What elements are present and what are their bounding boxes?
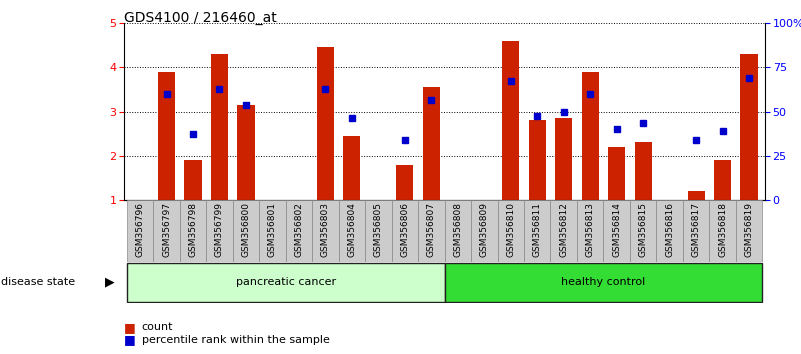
Bar bbox=[714, 160, 731, 200]
Bar bbox=[687, 191, 705, 200]
Text: healthy control: healthy control bbox=[562, 277, 646, 287]
Text: GSM356814: GSM356814 bbox=[612, 202, 621, 257]
Bar bbox=[365, 200, 392, 262]
Bar bbox=[736, 200, 763, 262]
Text: GSM356806: GSM356806 bbox=[400, 202, 409, 257]
Text: GSM356816: GSM356816 bbox=[665, 202, 674, 257]
Bar bbox=[312, 200, 339, 262]
Text: GSM356811: GSM356811 bbox=[533, 202, 541, 257]
Bar bbox=[608, 147, 626, 200]
Bar bbox=[471, 200, 497, 262]
Bar bbox=[603, 200, 630, 262]
Bar bbox=[127, 200, 153, 262]
Bar bbox=[316, 47, 334, 200]
Bar bbox=[710, 200, 736, 262]
Text: disease state: disease state bbox=[1, 277, 75, 287]
Text: GSM356804: GSM356804 bbox=[348, 202, 356, 257]
Bar bbox=[740, 54, 758, 200]
Bar bbox=[656, 200, 683, 262]
Text: GSM356800: GSM356800 bbox=[241, 202, 251, 257]
Bar bbox=[344, 136, 360, 200]
Bar bbox=[153, 200, 179, 262]
Text: count: count bbox=[142, 322, 173, 332]
Text: GSM356813: GSM356813 bbox=[586, 202, 594, 257]
Bar bbox=[577, 200, 603, 262]
Text: GSM356810: GSM356810 bbox=[506, 202, 515, 257]
Bar bbox=[260, 200, 286, 262]
Text: GSM356817: GSM356817 bbox=[691, 202, 701, 257]
Bar bbox=[634, 143, 652, 200]
Text: pancreatic cancer: pancreatic cancer bbox=[235, 277, 336, 287]
Text: GSM356807: GSM356807 bbox=[427, 202, 436, 257]
Bar bbox=[237, 105, 255, 200]
Bar bbox=[550, 200, 577, 262]
Bar bbox=[529, 120, 545, 200]
Bar bbox=[184, 160, 202, 200]
Bar bbox=[179, 200, 206, 262]
Text: percentile rank within the sample: percentile rank within the sample bbox=[142, 335, 330, 345]
Text: GSM356809: GSM356809 bbox=[480, 202, 489, 257]
Bar bbox=[233, 200, 260, 262]
Text: GSM356803: GSM356803 bbox=[321, 202, 330, 257]
Bar bbox=[445, 263, 763, 302]
Bar bbox=[418, 200, 445, 262]
Text: GSM356819: GSM356819 bbox=[745, 202, 754, 257]
Bar bbox=[423, 87, 440, 200]
Bar bbox=[339, 200, 365, 262]
Bar bbox=[127, 263, 445, 302]
Bar bbox=[286, 200, 312, 262]
Bar bbox=[497, 200, 524, 262]
Text: GSM356802: GSM356802 bbox=[295, 202, 304, 257]
Bar bbox=[211, 54, 228, 200]
Text: GSM356796: GSM356796 bbox=[135, 202, 144, 257]
Bar bbox=[683, 200, 710, 262]
Bar bbox=[502, 41, 519, 200]
Text: GSM356815: GSM356815 bbox=[638, 202, 648, 257]
Text: GSM356805: GSM356805 bbox=[374, 202, 383, 257]
Text: ■: ■ bbox=[124, 333, 136, 346]
Bar bbox=[392, 200, 418, 262]
Text: GSM356801: GSM356801 bbox=[268, 202, 277, 257]
Text: GSM356798: GSM356798 bbox=[188, 202, 198, 257]
Text: GSM356797: GSM356797 bbox=[162, 202, 171, 257]
Bar bbox=[445, 200, 471, 262]
Text: GSM356799: GSM356799 bbox=[215, 202, 224, 257]
Bar bbox=[158, 72, 175, 200]
Bar bbox=[582, 72, 599, 200]
Bar bbox=[206, 200, 233, 262]
Bar bbox=[524, 200, 550, 262]
Text: ▶: ▶ bbox=[105, 276, 115, 289]
Bar bbox=[630, 200, 656, 262]
Text: GSM356808: GSM356808 bbox=[453, 202, 462, 257]
Text: GSM356818: GSM356818 bbox=[718, 202, 727, 257]
Bar bbox=[555, 118, 573, 200]
Text: GSM356812: GSM356812 bbox=[559, 202, 568, 257]
Text: ■: ■ bbox=[124, 321, 136, 334]
Bar bbox=[396, 165, 413, 200]
Text: GDS4100 / 216460_at: GDS4100 / 216460_at bbox=[124, 11, 277, 25]
